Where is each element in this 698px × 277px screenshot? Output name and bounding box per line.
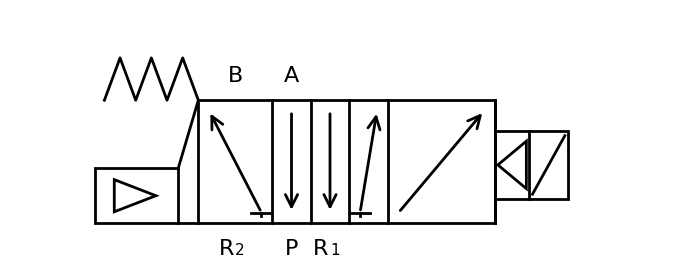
Text: A: A xyxy=(284,66,299,86)
Text: 2: 2 xyxy=(235,243,245,258)
Text: P: P xyxy=(285,239,298,259)
Text: 1: 1 xyxy=(330,243,340,258)
Text: R: R xyxy=(218,239,234,259)
Text: B: B xyxy=(228,66,243,86)
Text: R: R xyxy=(313,239,329,259)
